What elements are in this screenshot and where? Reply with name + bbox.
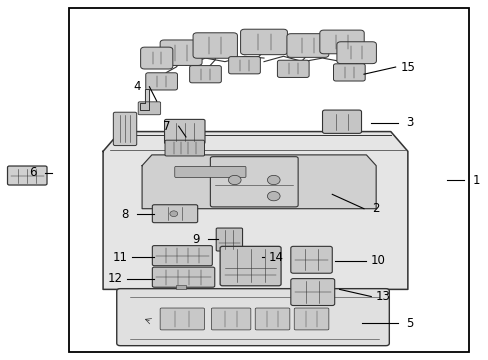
FancyBboxPatch shape bbox=[240, 29, 287, 55]
Text: 14: 14 bbox=[268, 251, 283, 264]
FancyBboxPatch shape bbox=[336, 42, 376, 64]
Polygon shape bbox=[103, 132, 407, 289]
Text: 6: 6 bbox=[29, 166, 36, 179]
FancyBboxPatch shape bbox=[152, 205, 197, 223]
Text: 11: 11 bbox=[112, 251, 127, 264]
FancyBboxPatch shape bbox=[290, 246, 331, 273]
FancyBboxPatch shape bbox=[189, 66, 221, 83]
Text: 9: 9 bbox=[192, 233, 199, 246]
Circle shape bbox=[267, 175, 280, 185]
FancyBboxPatch shape bbox=[7, 166, 47, 185]
Polygon shape bbox=[140, 89, 149, 110]
FancyBboxPatch shape bbox=[174, 166, 245, 177]
Circle shape bbox=[267, 192, 280, 201]
FancyBboxPatch shape bbox=[277, 60, 308, 77]
FancyBboxPatch shape bbox=[216, 228, 242, 251]
FancyBboxPatch shape bbox=[141, 47, 172, 69]
Circle shape bbox=[228, 175, 241, 185]
FancyBboxPatch shape bbox=[164, 120, 204, 144]
Bar bbox=[176, 285, 185, 289]
FancyBboxPatch shape bbox=[117, 289, 388, 346]
Text: 8: 8 bbox=[121, 208, 128, 221]
FancyBboxPatch shape bbox=[286, 34, 328, 57]
FancyBboxPatch shape bbox=[138, 102, 160, 115]
FancyBboxPatch shape bbox=[255, 308, 289, 330]
Text: 13: 13 bbox=[375, 290, 390, 303]
Circle shape bbox=[169, 211, 177, 217]
FancyBboxPatch shape bbox=[228, 57, 260, 74]
Text: 15: 15 bbox=[400, 60, 414, 73]
Polygon shape bbox=[142, 155, 375, 209]
FancyBboxPatch shape bbox=[210, 157, 298, 207]
FancyBboxPatch shape bbox=[322, 110, 361, 134]
FancyBboxPatch shape bbox=[220, 246, 281, 286]
FancyBboxPatch shape bbox=[160, 40, 202, 66]
FancyBboxPatch shape bbox=[152, 267, 214, 287]
FancyBboxPatch shape bbox=[145, 73, 177, 90]
Text: 5: 5 bbox=[406, 317, 413, 330]
FancyBboxPatch shape bbox=[152, 246, 212, 266]
FancyBboxPatch shape bbox=[193, 33, 237, 58]
FancyBboxPatch shape bbox=[160, 308, 204, 330]
Text: 12: 12 bbox=[107, 272, 122, 285]
FancyBboxPatch shape bbox=[113, 112, 137, 145]
FancyBboxPatch shape bbox=[290, 279, 334, 306]
Text: 1: 1 bbox=[471, 174, 479, 186]
FancyBboxPatch shape bbox=[294, 308, 328, 330]
FancyBboxPatch shape bbox=[164, 140, 204, 156]
Text: 7: 7 bbox=[163, 120, 170, 133]
Text: 4: 4 bbox=[133, 80, 141, 93]
FancyBboxPatch shape bbox=[319, 30, 364, 54]
FancyBboxPatch shape bbox=[333, 64, 365, 81]
Bar bbox=[69, 8, 468, 352]
Text: 2: 2 bbox=[372, 202, 379, 215]
Text: 3: 3 bbox=[406, 116, 413, 129]
FancyBboxPatch shape bbox=[211, 308, 250, 330]
Text: 10: 10 bbox=[370, 254, 385, 267]
